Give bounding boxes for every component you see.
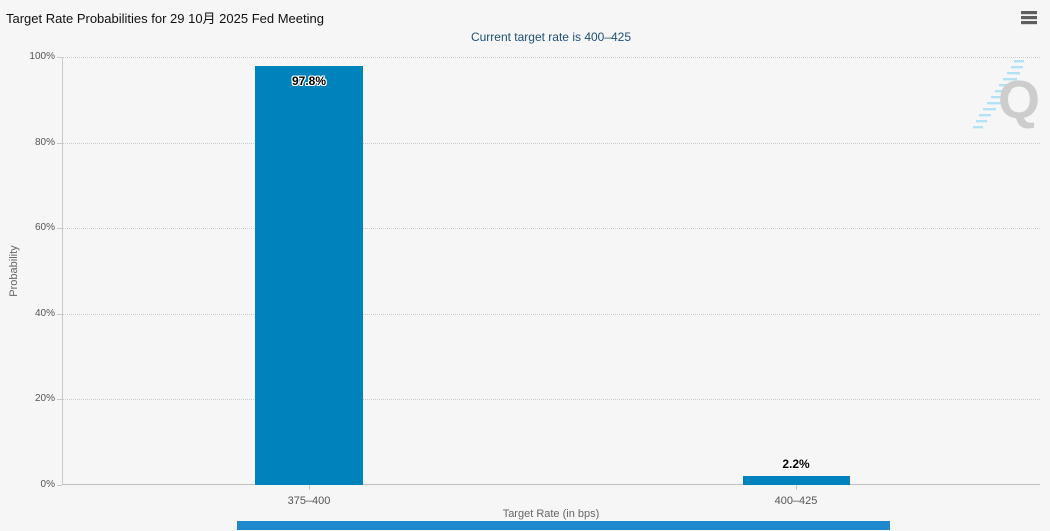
y-axis-line (62, 57, 63, 485)
y-axis-tick (57, 485, 62, 486)
chart-title: Target Rate Probabilities for 29 10月 202… (6, 11, 324, 26)
bar-400-425[interactable] (743, 475, 850, 485)
x-axis-category-label: 400–425 (774, 495, 818, 507)
x-axis-tick (796, 485, 797, 490)
y-axis-tick-label: 40% (34, 308, 55, 319)
plot-area: 97.8% 2.2% (57, 57, 1040, 490)
bar-value-label: 97.8% (291, 74, 327, 89)
quikstrike-watermark-logo: Q (973, 60, 1040, 130)
y-axis-tick-label: 100% (29, 51, 55, 62)
y-axis-tick (57, 57, 62, 58)
gridline-40pct (62, 314, 1040, 315)
chart-subtitle: Current target rate is 400–425 (470, 30, 632, 44)
chart-context-menu-button[interactable] (1016, 6, 1042, 30)
y-axis-title: Probability (8, 245, 20, 297)
gridline-100pct (62, 57, 1040, 58)
horizontal-scrollbar-thumb[interactable] (237, 521, 890, 530)
bar-375-400[interactable] (255, 66, 363, 485)
x-axis-tick (309, 485, 310, 490)
y-axis-tick (57, 399, 62, 400)
watermark-q-letter: Q (998, 70, 1040, 130)
bar-value-label: 2.2% (782, 456, 810, 471)
hamburger-menu-icon (1021, 10, 1037, 24)
gridline-60pct (62, 228, 1040, 229)
y-axis-tick (57, 143, 62, 144)
x-axis-category-label: 375–400 (287, 495, 331, 507)
y-axis-tick (57, 314, 62, 315)
y-axis-tick-label: 60% (34, 222, 55, 233)
y-axis-tick-label: 0% (40, 479, 55, 490)
x-axis-line (62, 484, 1040, 485)
y-axis-tick-label: 20% (34, 393, 55, 404)
x-axis-title: Target Rate (in bps) (502, 508, 600, 520)
gridline-80pct (62, 143, 1040, 144)
y-axis-tick (57, 228, 62, 229)
gridline-20pct (62, 399, 1040, 400)
y-axis-tick-label: 80% (34, 137, 55, 148)
